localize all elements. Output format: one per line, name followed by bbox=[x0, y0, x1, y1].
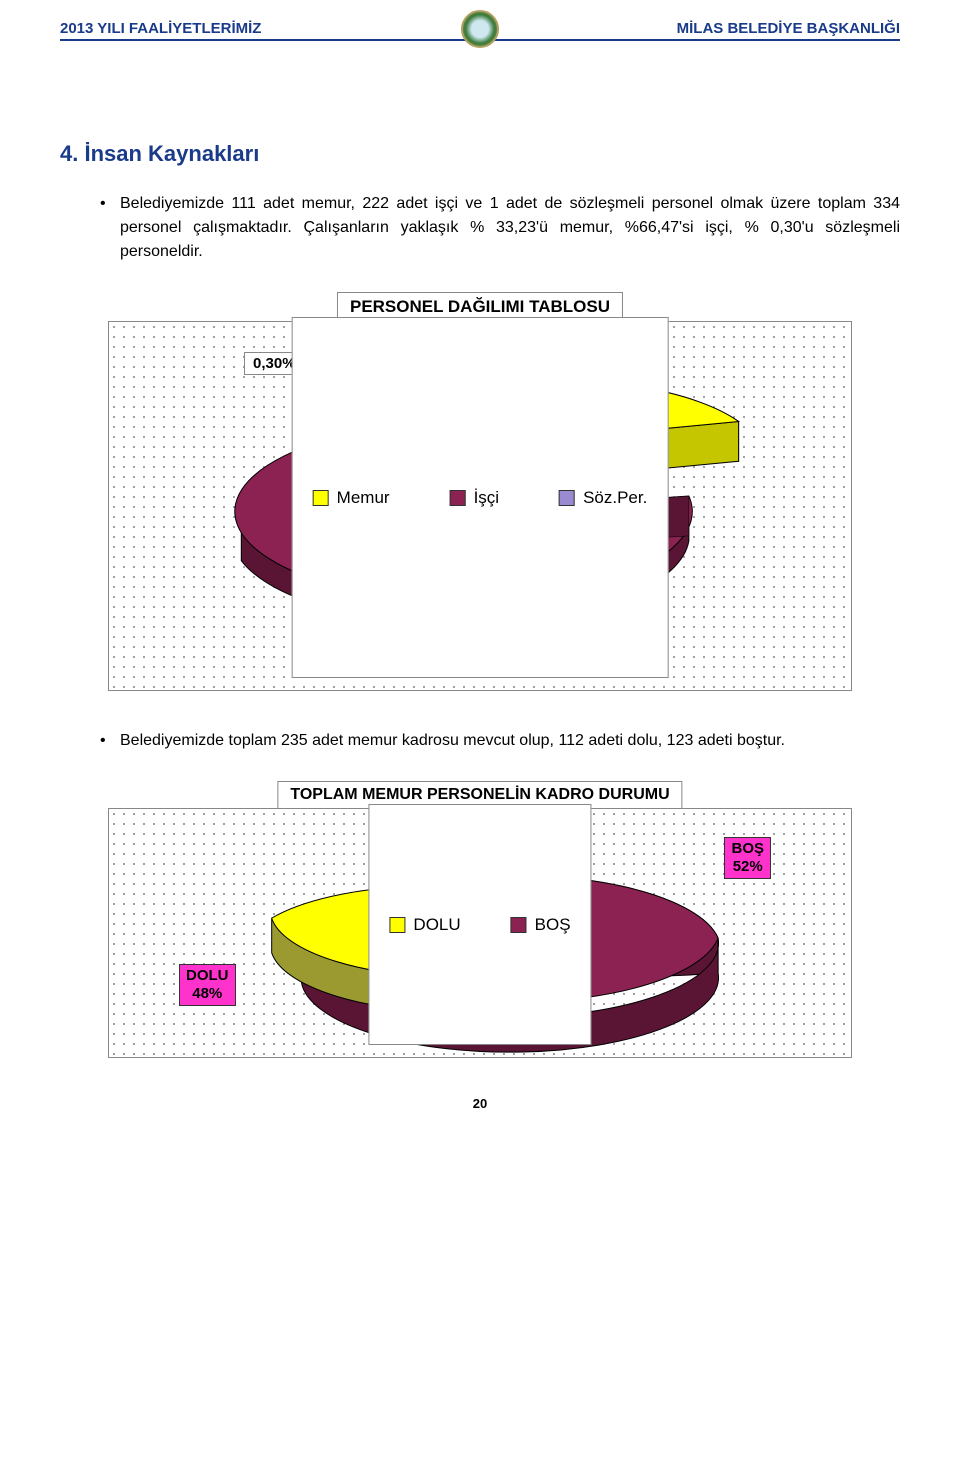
legend-swatch bbox=[559, 490, 575, 506]
bullet-paragraph: • Belediyemizde 111 adet memur, 222 adet… bbox=[100, 192, 900, 264]
bullet-text: Belediyemizde 111 adet memur, 222 adet i… bbox=[120, 192, 900, 264]
slice-label-name: BOŞ bbox=[731, 840, 764, 857]
bullet-paragraph: • Belediyemizde toplam 235 adet memur ka… bbox=[100, 729, 900, 753]
chart-legend: DOLU BOŞ bbox=[368, 804, 591, 1045]
slice-label: BOŞ 52% bbox=[724, 837, 771, 879]
legend-item: BOŞ bbox=[511, 915, 571, 935]
legend-item: Memur bbox=[313, 488, 390, 508]
page-header: 2013 YILI FAALİYETLERİMİZ MİLAS BELEDİYE… bbox=[60, 20, 900, 41]
bullet-icon: • bbox=[100, 192, 120, 264]
header-right-text: MİLAS BELEDİYE BAŞKANLIĞI bbox=[677, 20, 900, 37]
legend-label: Memur bbox=[337, 488, 390, 508]
legend-swatch bbox=[450, 490, 466, 506]
legend-swatch bbox=[313, 490, 329, 506]
bullet-icon: • bbox=[100, 729, 120, 753]
legend-swatch bbox=[511, 917, 527, 933]
kadro-pie-chart: TOPLAM MEMUR PERSONELİN KADRO DURUMU BOŞ… bbox=[100, 773, 860, 1066]
logo-icon bbox=[461, 10, 499, 48]
legend-item: Söz.Per. bbox=[559, 488, 647, 508]
slice-label-pct: 48% bbox=[192, 985, 222, 1002]
page-number: 20 bbox=[60, 1096, 900, 1111]
legend-label: Söz.Per. bbox=[583, 488, 647, 508]
slice-label-pct: 52% bbox=[733, 858, 763, 875]
header-left-text: 2013 YILI FAALİYETLERİMİZ bbox=[60, 20, 261, 37]
chart-plot-area: BOŞ 52% DOLU 48% DOLU BOŞ bbox=[108, 808, 852, 1058]
bullet-text: Belediyemizde toplam 235 adet memur kadr… bbox=[120, 729, 900, 753]
legend-swatch bbox=[389, 917, 405, 933]
slice-label-name: DOLU bbox=[186, 967, 229, 984]
chart-legend: Memur İşçi Söz.Per. bbox=[292, 317, 669, 678]
chart-plot-area: 0,30% 33,23% 66,47% Memur İşçi Söz.Per. bbox=[108, 321, 852, 691]
legend-item: DOLU bbox=[389, 915, 460, 935]
section-title: 4. İnsan Kaynakları bbox=[60, 141, 900, 167]
legend-label: İşçi bbox=[474, 488, 500, 508]
slice-label: DOLU 48% bbox=[179, 964, 236, 1006]
legend-item: İşçi bbox=[450, 488, 500, 508]
legend-label: DOLU bbox=[413, 915, 460, 935]
personnel-pie-chart: PERSONEL DAĞILIMI TABLOSU bbox=[100, 284, 860, 699]
legend-label: BOŞ bbox=[535, 915, 571, 935]
